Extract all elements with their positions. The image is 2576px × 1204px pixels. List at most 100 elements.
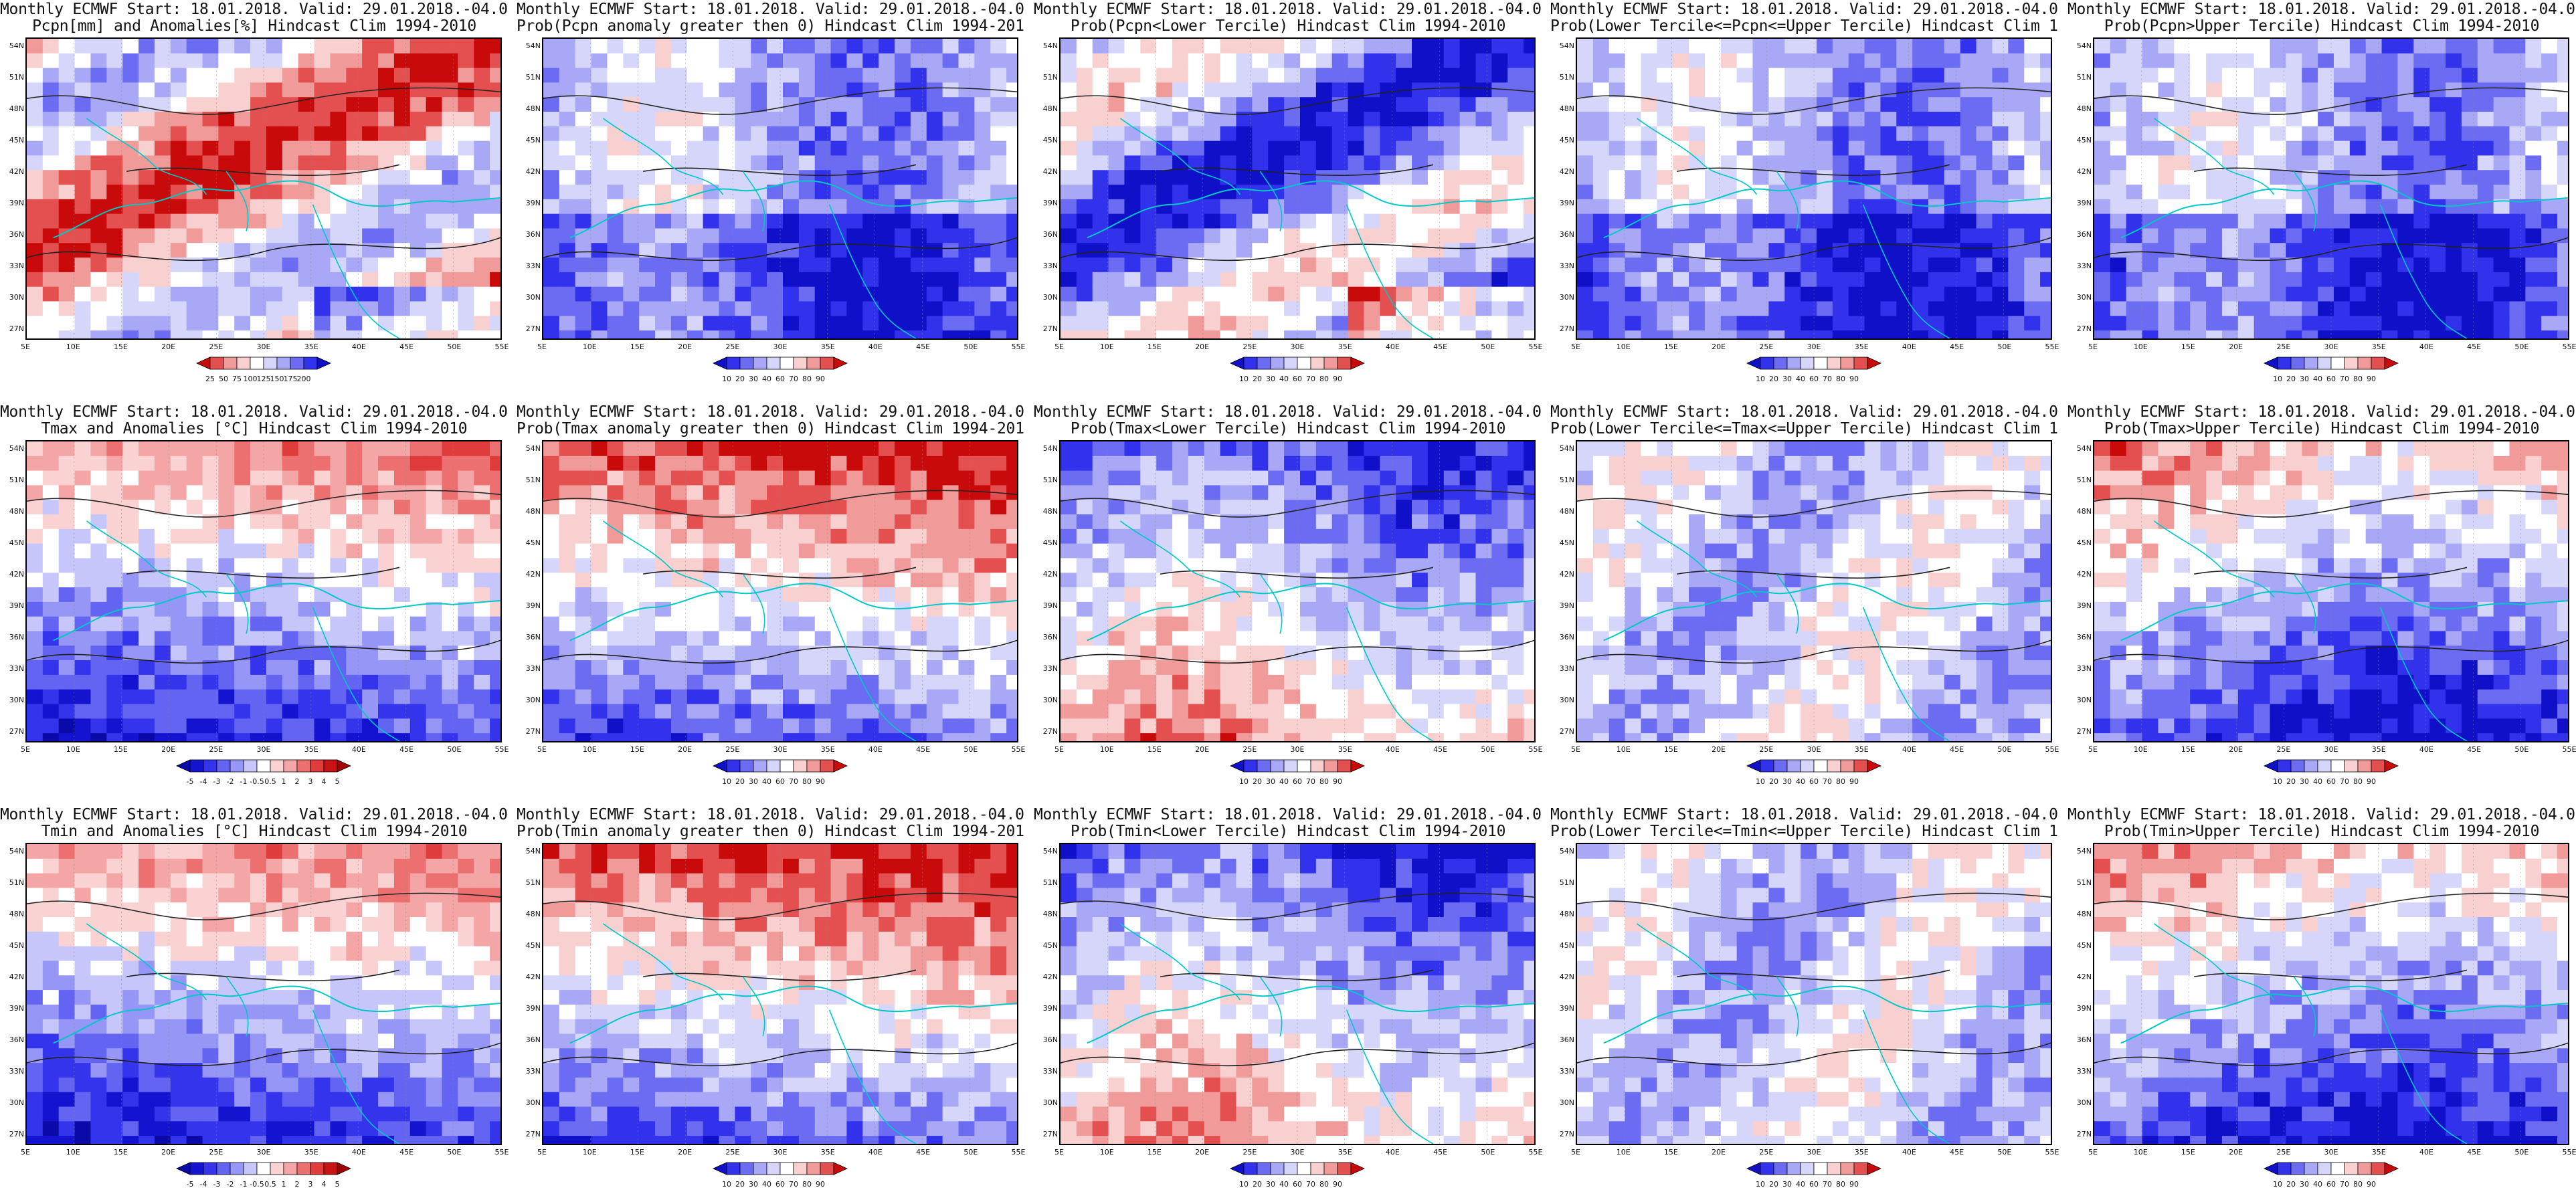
field-cell bbox=[1268, 213, 1285, 229]
field-cell bbox=[2365, 213, 2383, 229]
field-cell bbox=[393, 126, 411, 142]
field-cell bbox=[154, 53, 171, 69]
field-cell bbox=[378, 243, 395, 259]
field-cell bbox=[58, 170, 76, 186]
field-cell bbox=[170, 718, 187, 734]
border-line bbox=[86, 118, 400, 338]
field-cell bbox=[1076, 243, 1093, 259]
field-cell bbox=[154, 573, 171, 589]
field-cell bbox=[926, 645, 943, 662]
field-cell bbox=[154, 601, 171, 617]
field-cell bbox=[90, 140, 108, 157]
field-cell bbox=[719, 456, 736, 472]
field-cell bbox=[1657, 126, 1674, 142]
field-cell bbox=[2446, 199, 2462, 215]
field-cell bbox=[1268, 272, 1285, 288]
field-cell bbox=[186, 601, 203, 617]
scale-label: 30 bbox=[1266, 375, 1275, 383]
field-cell bbox=[458, 441, 475, 457]
field-cell bbox=[2142, 97, 2159, 113]
field-cell bbox=[703, 528, 720, 544]
field-cell bbox=[2493, 330, 2510, 338]
field-cell bbox=[782, 543, 800, 559]
field-cell bbox=[1427, 82, 1445, 98]
field-cell bbox=[1784, 213, 1802, 229]
field-cell bbox=[1944, 170, 1961, 186]
field-cell bbox=[895, 199, 911, 215]
field-cell bbox=[655, 112, 672, 127]
latitude-label: 45N bbox=[2076, 136, 2092, 144]
field-cell bbox=[2381, 272, 2399, 288]
field-cell bbox=[926, 140, 943, 157]
field-cell bbox=[639, 718, 656, 734]
field-cell bbox=[139, 68, 155, 84]
field-cell bbox=[474, 39, 491, 54]
field-cell bbox=[474, 674, 491, 690]
field-cell bbox=[330, 558, 347, 574]
field-cell bbox=[1736, 185, 1754, 200]
field-cell bbox=[1864, 126, 1881, 142]
field-cell bbox=[186, 718, 203, 734]
field-cell bbox=[1108, 97, 1125, 113]
field-cell bbox=[1832, 68, 1849, 84]
field-cell bbox=[735, 228, 752, 244]
field-cell bbox=[2237, 39, 2255, 54]
field-cell bbox=[362, 258, 379, 273]
field-cell bbox=[314, 126, 331, 142]
field-cell bbox=[1412, 272, 1429, 288]
field-cell bbox=[942, 330, 959, 338]
field-cell bbox=[862, 155, 880, 171]
field-cell bbox=[1491, 39, 1509, 54]
field-cell bbox=[426, 587, 443, 603]
field-cell bbox=[1156, 126, 1174, 142]
field-cell bbox=[362, 674, 379, 690]
field-cell bbox=[2365, 243, 2383, 259]
field-cell bbox=[234, 243, 252, 259]
field-cell bbox=[2525, 213, 2543, 229]
field-cell bbox=[846, 674, 864, 690]
field-cell bbox=[623, 470, 640, 486]
field-cell bbox=[1720, 286, 1738, 302]
field-cell bbox=[926, 185, 943, 200]
field-cell bbox=[1140, 155, 1158, 171]
field-cell bbox=[895, 126, 911, 142]
field-cell bbox=[442, 213, 459, 229]
field-cell bbox=[735, 97, 752, 113]
field-cell bbox=[670, 689, 688, 705]
field-cell bbox=[362, 155, 379, 171]
field-cell bbox=[362, 514, 379, 530]
field-cell bbox=[623, 500, 640, 516]
field-cell bbox=[1092, 155, 1109, 171]
field-cell bbox=[27, 441, 43, 457]
field-cell bbox=[1832, 170, 1849, 186]
field-cell bbox=[474, 258, 491, 273]
field-cell bbox=[543, 733, 560, 741]
field-cell bbox=[2302, 228, 2319, 244]
field-cell bbox=[782, 733, 800, 741]
field-cell bbox=[751, 258, 768, 273]
field-cell bbox=[846, 68, 864, 84]
field-cell bbox=[1896, 155, 1914, 171]
field-cell bbox=[282, 485, 299, 501]
field-cell bbox=[266, 301, 283, 317]
field-cell bbox=[926, 82, 943, 98]
field-cell bbox=[139, 645, 155, 662]
field-cell bbox=[735, 470, 752, 486]
field-cell bbox=[58, 316, 76, 332]
field-cell bbox=[543, 456, 560, 472]
field-cell bbox=[703, 286, 720, 302]
field-cell bbox=[139, 185, 155, 200]
field-cell bbox=[426, 456, 443, 472]
field-cell bbox=[362, 631, 379, 647]
field-cell bbox=[926, 258, 943, 273]
field-cell bbox=[910, 573, 927, 589]
field-cell bbox=[2008, 228, 2025, 244]
field-cell bbox=[1491, 286, 1509, 302]
field-cell bbox=[1427, 243, 1445, 259]
field-cell bbox=[1396, 97, 1413, 113]
field-cell bbox=[1592, 112, 1610, 127]
field-cell bbox=[1801, 97, 1817, 113]
field-cell bbox=[942, 674, 959, 690]
field-cell bbox=[74, 68, 92, 84]
field-cell bbox=[1689, 126, 1706, 142]
